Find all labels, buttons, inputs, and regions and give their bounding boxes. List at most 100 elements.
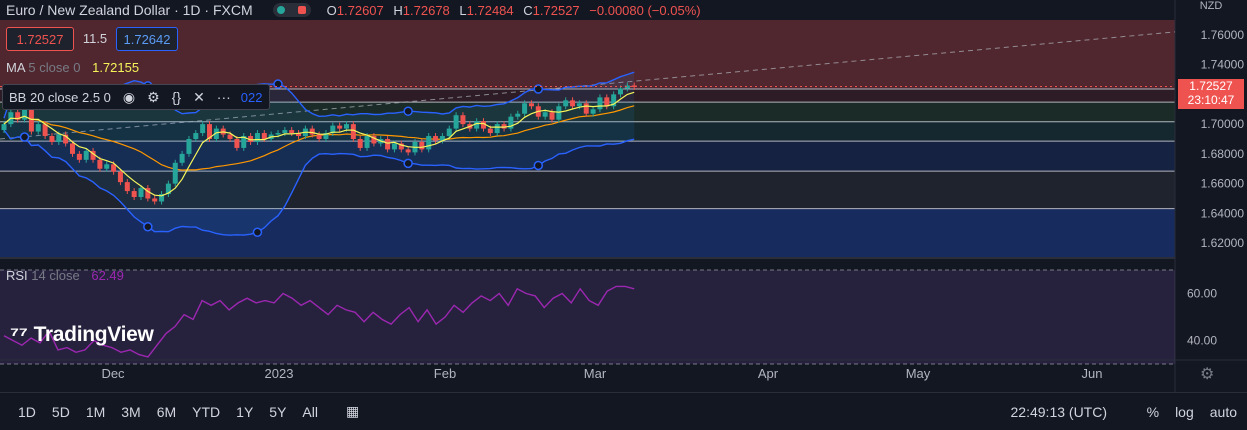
time-axis-label: Feb [434, 366, 456, 381]
pivot-marker [403, 158, 413, 169]
more-icon[interactable]: ··· [216, 89, 231, 105]
ma-legend[interactable]: MA 5 close 0 1.72155 [6, 60, 139, 75]
time-axis-label: Apr [758, 366, 779, 381]
current-price-value: 1.72527 [1189, 78, 1233, 93]
close-value: 1.72527 [532, 2, 580, 18]
timeframe-1m[interactable]: 1M [85, 403, 106, 420]
time-axis-label: Mar [584, 366, 607, 381]
candle-body [528, 103, 534, 107]
trend-line [0, 31, 1176, 140]
sell-button[interactable]: 1.72527 [6, 27, 74, 51]
utc-clock[interactable]: 22:49:13 (UTC) [1010, 403, 1107, 420]
candle-body [563, 100, 569, 107]
candle-body [364, 136, 370, 148]
change-value: −0.00080 (−0.05%) [589, 2, 701, 18]
timeframe-1y[interactable]: 1Y [236, 403, 254, 420]
rsi-legend[interactable]: RSI 14 close 62.49 [6, 268, 124, 283]
candle-body [241, 136, 247, 148]
chart-header: Euro / New Zealand Dollar · 1D · FXCM O1… [6, 0, 707, 20]
chart-canvas[interactable]: 1.760001.740001.720001.700001.680001.660… [0, 0, 1247, 392]
scale-option-auto[interactable]: auto [1209, 403, 1237, 420]
price-tick-label: 1.70000 [1201, 117, 1245, 131]
scale-option-log[interactable]: log [1175, 403, 1194, 420]
time-axis-label: 2023 [265, 366, 294, 381]
candle-body [590, 109, 596, 114]
price-tick-label: 1.64000 [1201, 206, 1245, 220]
candle-body [117, 171, 123, 183]
candle-body [405, 149, 411, 153]
timeframe-buttons: 1D 5D 1M 3M 6M YTD 1Y 5Y All [10, 404, 326, 420]
candle-body [522, 103, 528, 114]
buy-button[interactable]: 1.72642 [116, 27, 178, 51]
time-axis-label: Dec [101, 366, 125, 381]
rsi-line [3, 285, 635, 358]
eye-icon[interactable]: ◉ [122, 88, 136, 105]
candle-body [200, 124, 206, 134]
candle-body [104, 164, 110, 169]
scale-option-percent[interactable]: % [1146, 403, 1160, 420]
candle-body [474, 121, 480, 129]
timeframe-5d[interactable]: 5D [51, 403, 70, 420]
rsi-tick-label: 40.00 [1187, 334, 1217, 348]
zone-band [0, 121, 1175, 142]
candle-body [28, 109, 34, 132]
symbol-title[interactable]: Euro / New Zealand Dollar · 1D · FXCM [6, 2, 253, 18]
price-tick-label: 1.68000 [1201, 147, 1245, 161]
tradingview-logo[interactable]: ⁷⁷ TradingView [10, 322, 154, 348]
pivot-marker [143, 221, 153, 232]
candle-body [618, 88, 623, 95]
bb-value: 022 [240, 89, 263, 105]
close-icon[interactable]: ✕ [193, 88, 205, 105]
rsi-tick-label: 60.00 [1187, 287, 1217, 301]
bb-legend[interactable]: BB 20 close 2.5 0 ◉ ⚙ {} ✕ ··· 022 [2, 84, 270, 110]
timeframe-ytd[interactable]: YTD [192, 403, 221, 420]
candle-body [309, 128, 315, 135]
gear-icon[interactable]: ⚙ [147, 88, 160, 105]
candle-body [83, 150, 89, 160]
timeframe-6m[interactable]: 6M [156, 403, 177, 420]
candle-body [254, 133, 260, 142]
candle-body [111, 164, 117, 172]
candle-body [391, 143, 397, 150]
bb-params: 20 close 2.5 0 [29, 89, 111, 105]
candle-body [433, 136, 439, 141]
bottom-toolbar: 1D 5D 1M 3M 6M YTD 1Y 5Y All ▦ 22:49:13 (UTC) % l… [0, 392, 1247, 430]
ma-line [3, 91, 635, 197]
candle-body [289, 130, 295, 134]
candle-body [124, 182, 130, 192]
candle-body [138, 188, 144, 198]
tv-logo-icon: ⁷⁷ [10, 322, 28, 347]
timeframe-5y[interactable]: 5Y [269, 403, 287, 420]
candle-body [446, 128, 452, 137]
pivot-marker [403, 106, 413, 116]
candle-body [49, 136, 55, 142]
open-value: 1.72607 [336, 2, 384, 18]
pivot-marker [252, 227, 263, 237]
date-range-calendar-icon[interactable]: ▦ [345, 403, 360, 419]
time-axis-label: Jun [1082, 366, 1103, 381]
candle-body [583, 103, 589, 114]
candle-body [172, 162, 178, 184]
candle-body [357, 139, 363, 148]
candle-body [213, 128, 219, 139]
currency-label[interactable]: NZD [1199, 0, 1223, 12]
timeframe-1d[interactable]: 1D [18, 403, 36, 420]
timeframe-3m[interactable]: 3M [121, 403, 141, 420]
bb-lower-line [3, 129, 635, 236]
candle-body [604, 97, 610, 107]
spread-value: 11.5 [82, 30, 108, 46]
candle-body [97, 159, 103, 169]
price-tick-label: 1.62000 [1201, 236, 1245, 250]
candle-body [42, 124, 48, 137]
candle-body [549, 112, 555, 120]
candle-body [487, 128, 493, 134]
pivot-marker [533, 160, 544, 171]
candle-body [350, 124, 356, 139]
braces-icon[interactable]: {} [171, 89, 182, 105]
candle-body [152, 198, 158, 202]
rsi-band [0, 270, 1175, 364]
candle-body [35, 124, 41, 132]
candle-body [426, 136, 432, 150]
chart-settings-gear-icon[interactable]: ⚙ [1200, 366, 1215, 383]
timeframe-all[interactable]: All [302, 403, 318, 420]
